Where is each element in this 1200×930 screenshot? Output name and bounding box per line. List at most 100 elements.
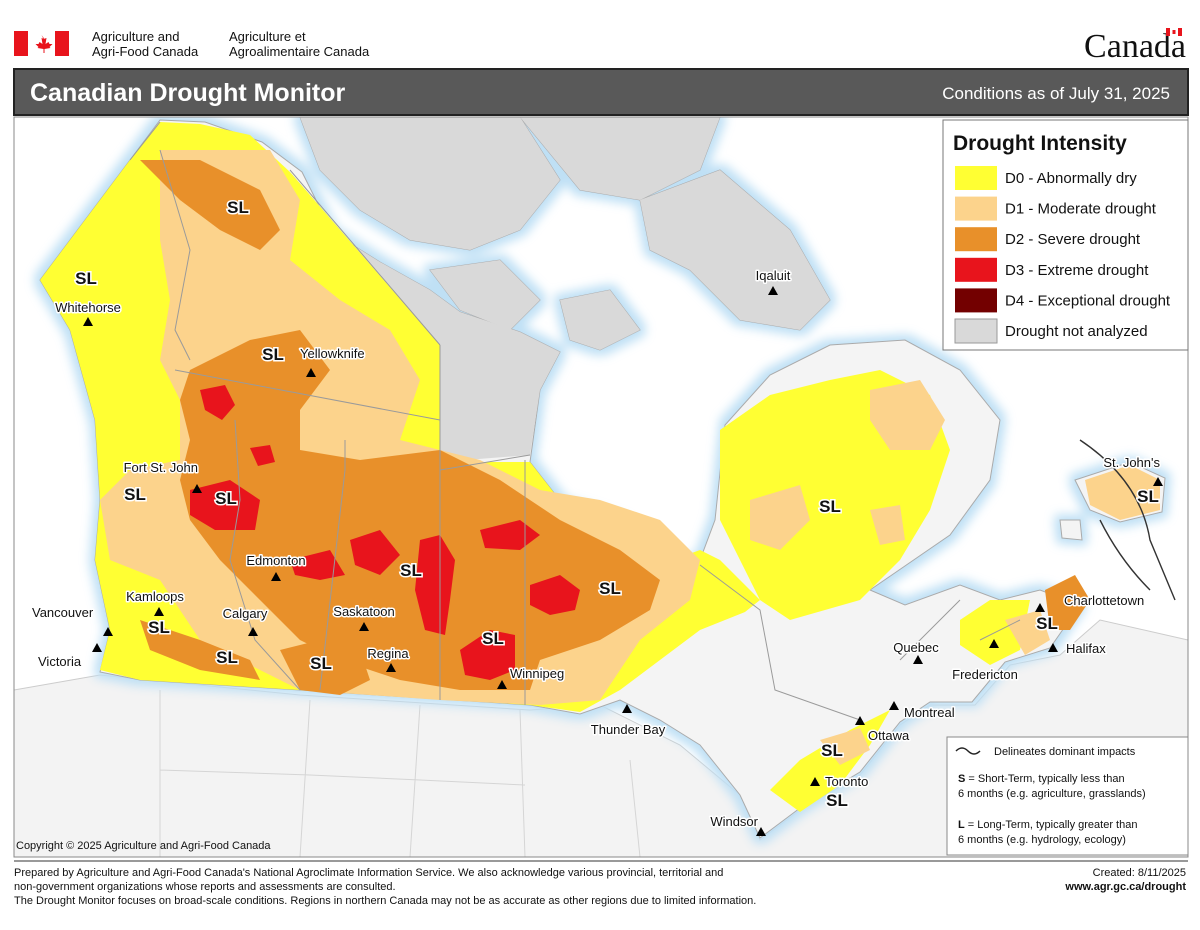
- created-date: Created: 8/11/2025: [1093, 867, 1186, 879]
- drought-zone: [300, 117, 560, 250]
- map-frame: [13, 116, 1189, 858]
- wordmark-flag: [1166, 28, 1182, 36]
- dept-en: Agri-Food Canada: [92, 44, 199, 59]
- dept-fr: Agroalimentaire Canada: [229, 44, 370, 59]
- city-marker: [756, 827, 766, 836]
- drought-zone: [415, 535, 455, 635]
- website: www.agr.gc.ca/drought: [1064, 881, 1186, 893]
- city-marker: [248, 627, 258, 636]
- drought-zone: [560, 290, 640, 350]
- legend-swatch: [955, 288, 997, 313]
- legend-swatch: [955, 227, 997, 252]
- drought-zone: [280, 640, 370, 695]
- legend-swatch: [955, 257, 997, 282]
- copyright: Copyright © 2025 Agriculture and Agri-Fo…: [16, 840, 271, 852]
- impact-label: SL: [1137, 487, 1159, 506]
- drought-zone: [140, 620, 260, 680]
- drought-zone: [1045, 575, 1090, 630]
- long-term-note: L = Long-Term, typically greater than: [958, 819, 1137, 831]
- conditions-date: Conditions as of July 31, 2025: [942, 84, 1170, 103]
- impact-boundaries: [1079, 439, 1176, 601]
- impact-label: SL: [124, 485, 146, 504]
- footer-line: The Drought Monitor focuses on broad-sca…: [14, 895, 756, 907]
- legend-label: D2 - Severe drought: [1005, 231, 1141, 248]
- city-marker: [855, 716, 865, 725]
- city-label: Ottawa: [868, 728, 910, 743]
- city-label: Iqaluit: [756, 268, 791, 283]
- city-label: Thunder Bay: [591, 722, 666, 737]
- city-marker: [989, 639, 999, 648]
- city-label: Kamloops: [126, 589, 184, 604]
- short-key: S: [958, 773, 965, 785]
- usa-land: [14, 619, 1188, 857]
- flag: [14, 31, 69, 56]
- impact-label: SL: [400, 561, 422, 580]
- city-marker: [103, 627, 113, 636]
- impact-label: SL: [215, 489, 237, 508]
- legend-swatch: [955, 166, 997, 190]
- impact-notes: Delineates dominant impacts S = Short-Te…: [946, 736, 1189, 856]
- notes-box: [946, 736, 1189, 856]
- long-term-note: 6 months (e.g. hydrology, ecology): [958, 834, 1126, 846]
- city-label: Calgary: [223, 606, 268, 621]
- island: [1059, 519, 1083, 541]
- short-text: = Short-Term, typically less than: [968, 773, 1124, 785]
- footer: Prepared by Agriculture and Agri-Food Ca…: [14, 860, 1188, 907]
- drought-zone: [140, 160, 280, 250]
- drought-zones: [40, 117, 1160, 812]
- city-marker: [192, 484, 202, 493]
- city-label: Vancouver: [32, 605, 94, 620]
- legend-swatch: [954, 318, 998, 344]
- impact-label: SL: [310, 654, 332, 673]
- footer-line: non-government organizations whose repor…: [14, 881, 396, 893]
- long-key: L: [958, 819, 965, 831]
- legend-label: D3 - Extreme drought: [1005, 262, 1149, 279]
- city-marker: [497, 680, 507, 689]
- drought-zone: [1005, 610, 1050, 655]
- city-label: Montreal: [904, 705, 955, 720]
- city-marker: [306, 368, 316, 377]
- drought-zone: [820, 728, 870, 765]
- city-marker: [92, 643, 102, 652]
- map-title: Canadian Drought Monitor: [30, 79, 346, 107]
- impact-label: SL: [826, 791, 848, 810]
- drought-zone: [640, 170, 830, 330]
- impact-line-label: Delineates dominant impacts: [994, 746, 1136, 758]
- short-term-note: S = Short-Term, typically less than: [958, 773, 1125, 785]
- city-label: Saskatoon: [333, 604, 394, 619]
- drought-zone: [200, 385, 235, 420]
- city-marker: [889, 701, 899, 710]
- city-marker: [913, 655, 923, 664]
- short-term-note: 6 months (e.g. agriculture, grasslands): [958, 788, 1146, 800]
- drought-zone: [460, 630, 515, 680]
- city-label: Windsor: [710, 814, 758, 829]
- city-marker: [768, 286, 778, 295]
- city-label: Yellowknife: [300, 346, 365, 361]
- drought-zone: [430, 260, 540, 330]
- legend-label: Drought not analyzed: [1005, 323, 1148, 340]
- drought-zone: [290, 550, 345, 580]
- legend-label: D1 - Moderate drought: [1005, 201, 1157, 218]
- impact-label: SL: [216, 648, 238, 667]
- drought-zone: [250, 445, 275, 466]
- city-label: Whitehorse: [55, 300, 121, 315]
- legend-swatch: [955, 196, 997, 221]
- impact-line-symbol: [955, 747, 981, 755]
- dept-fr: Agriculture et: [229, 29, 306, 44]
- city-label: Quebec: [893, 640, 939, 655]
- city-marker: [83, 317, 93, 326]
- drought-zone: [350, 530, 400, 575]
- province-borders: [129, 121, 1021, 721]
- drought-zone: [190, 480, 260, 530]
- city-label: Halifax: [1066, 641, 1106, 656]
- city-marker: [1153, 477, 1163, 486]
- impact-label: SL: [599, 579, 621, 598]
- header: Agriculture and Agri-Food Canada Agricul…: [14, 28, 1186, 65]
- impact-label: SL: [482, 629, 504, 648]
- impact-label: SL: [821, 741, 843, 760]
- cities: Whitehorse Yellowknife Iqaluit Fort St. Joh…: [31, 267, 1163, 836]
- city-label: Regina: [367, 646, 409, 661]
- drought-zone: [520, 117, 720, 200]
